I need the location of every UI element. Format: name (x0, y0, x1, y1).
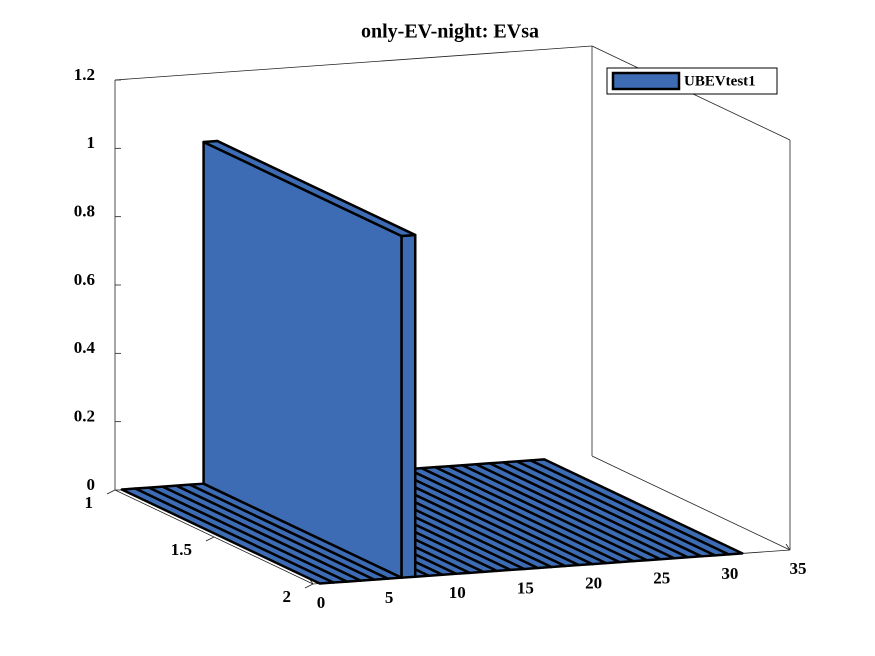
axis-line (591, 455, 791, 551)
y-tick (304, 583, 314, 589)
x-tick-label: 20 (585, 573, 602, 592)
y-tick (106, 489, 116, 495)
x-tick-label: 15 (517, 578, 534, 597)
x-tick-label: 30 (721, 564, 738, 583)
legend-label: UBEVtest1 (684, 73, 756, 89)
z-tick-label: 0.8 (74, 202, 95, 221)
x-tick-label: 5 (385, 588, 394, 607)
z-tick-label: 1 (87, 133, 96, 152)
z-tick-label: 1.2 (74, 65, 95, 84)
chart-title: only-EV-night: EVsa (361, 21, 539, 43)
z-tick-label: 0.2 (74, 407, 95, 426)
axis-line (114, 45, 593, 81)
y-tick-label: 1.5 (171, 540, 192, 559)
x-tick-label: 10 (449, 583, 466, 602)
x-tick-label: 25 (653, 569, 670, 588)
z-tick-label: 0.6 (74, 270, 95, 289)
bar-top (202, 139, 417, 238)
bar-top (529, 458, 744, 556)
y-tick-label: 1 (85, 493, 94, 512)
y-tick (205, 536, 215, 542)
x-tick (785, 543, 791, 551)
bar-front (400, 233, 417, 579)
legend-swatch (611, 71, 681, 91)
z-tick-label: 0 (87, 475, 96, 494)
y-tick-label: 2 (283, 587, 292, 606)
x-tick-label: 35 (790, 559, 807, 578)
z-tick-label: 0.4 (74, 338, 96, 357)
x-tick-label: 0 (317, 593, 326, 612)
